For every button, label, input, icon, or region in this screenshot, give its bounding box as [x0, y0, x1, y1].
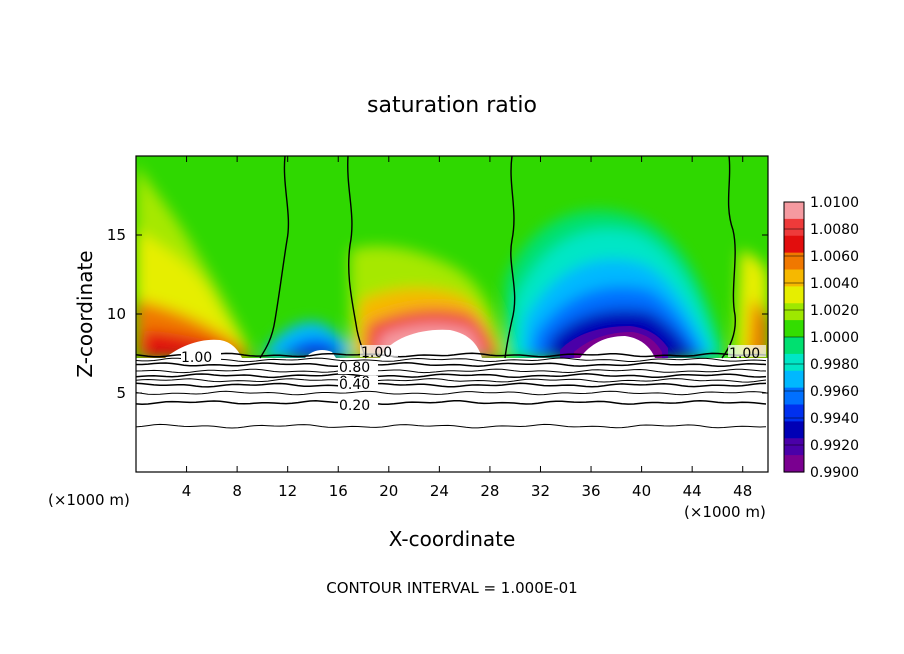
contour-line: [136, 399, 767, 405]
colorbar-tick-label: 1.0060: [810, 249, 859, 265]
contour-label: 1.00: [361, 345, 392, 361]
contour-line: [136, 357, 767, 363]
heatmap-field: [136, 156, 768, 472]
x-tick-label: 40: [632, 482, 651, 500]
contour-line: [136, 423, 767, 429]
colorbar-tick-label: 1.0020: [810, 303, 859, 319]
contour-line: [136, 378, 767, 383]
colorbar-tick-label: 1.0000: [810, 330, 859, 346]
contour-label-group: 1.00 1.00 1.00 0.80 0.60 0.40 0.20: [181, 345, 766, 414]
colorbar-swatch: [784, 370, 804, 389]
colorbar-swatch: [784, 202, 804, 220]
colorbar: [784, 202, 804, 473]
x-tick-label: 24: [430, 482, 449, 500]
colorbar-tick-label: 0.9900: [810, 465, 859, 481]
y-axis: 5 10 15: [107, 226, 768, 402]
y-tick-label: 10: [107, 305, 126, 323]
colorbar-swatch: [784, 320, 804, 338]
colorbar-swatch: [784, 235, 804, 254]
colorbar-swatch: [784, 337, 804, 355]
x-axis: 4 8 12 16 20 24 28 32 36 40 44 48: [182, 156, 752, 500]
colorbar-labels: 1.0100 1.0080 1.0060 1.0040 1.0020 1.0000 0.99…: [784, 195, 859, 481]
colorbar-swatch: [784, 218, 804, 237]
contour-label: 0.20: [339, 398, 370, 414]
contour-label: 0.40: [339, 377, 370, 393]
x-axis-label: X-coordinate: [389, 527, 516, 551]
x-tick-label: 16: [329, 482, 348, 500]
x-unit-right: (×1000 m): [684, 503, 766, 521]
colorbar-tick-label: 1.0040: [810, 276, 859, 292]
x-tick-label: 12: [278, 482, 297, 500]
colorbar-swatch: [784, 353, 804, 372]
chart-title: saturation ratio: [367, 93, 537, 118]
contour-label: 1.00: [729, 346, 760, 362]
colorbar-swatch: [784, 269, 804, 287]
contour-line: [136, 362, 767, 368]
colorbar-swatch: [784, 438, 804, 456]
colorbar-swatch: [784, 303, 804, 321]
contour-line: [136, 382, 767, 388]
colorbar-tick-label: 0.9960: [810, 384, 859, 400]
contour-interval-note: CONTOUR INTERVAL = 1.000E-01: [326, 579, 577, 597]
y-axis-label: Z-coordinate: [73, 250, 97, 377]
colorbar-tick-label: 0.9980: [810, 357, 859, 373]
colorbar-swatch: [784, 404, 804, 422]
x-tick-label: 44: [683, 482, 702, 500]
x-tick-label: 48: [733, 482, 752, 500]
colorbar-swatch: [784, 286, 804, 304]
colorbar-tick-label: 0.9920: [810, 438, 859, 454]
contour-line: [136, 390, 767, 396]
x-tick-label: 20: [379, 482, 398, 500]
contour-label: 1.00: [181, 350, 212, 366]
x-tick-label: 8: [232, 482, 242, 500]
colorbar-tick-label: 1.0080: [810, 222, 859, 238]
x-unit-left: (×1000 m): [48, 491, 130, 509]
x-tick-label: 4: [182, 482, 192, 500]
x-tick-label: 28: [480, 482, 499, 500]
contour-label: 0.80: [339, 360, 370, 376]
colorbar-swatch: [784, 455, 804, 473]
contour-line: [136, 352, 767, 358]
x-tick-label: 32: [531, 482, 550, 500]
y-tick-label: 5: [116, 384, 126, 402]
contour-line: [136, 368, 767, 374]
contour-line: [136, 373, 767, 379]
colorbar-swatch: [784, 252, 804, 271]
colorbar-swatch: [784, 421, 804, 439]
x-tick-label: 36: [581, 482, 600, 500]
y-tick-label: 15: [107, 226, 126, 244]
colorbar-tick-label: 1.0100: [810, 195, 859, 211]
contour-lines: [136, 352, 767, 429]
colorbar-tick-label: 0.9940: [810, 411, 859, 427]
colorbar-swatch: [784, 387, 804, 406]
